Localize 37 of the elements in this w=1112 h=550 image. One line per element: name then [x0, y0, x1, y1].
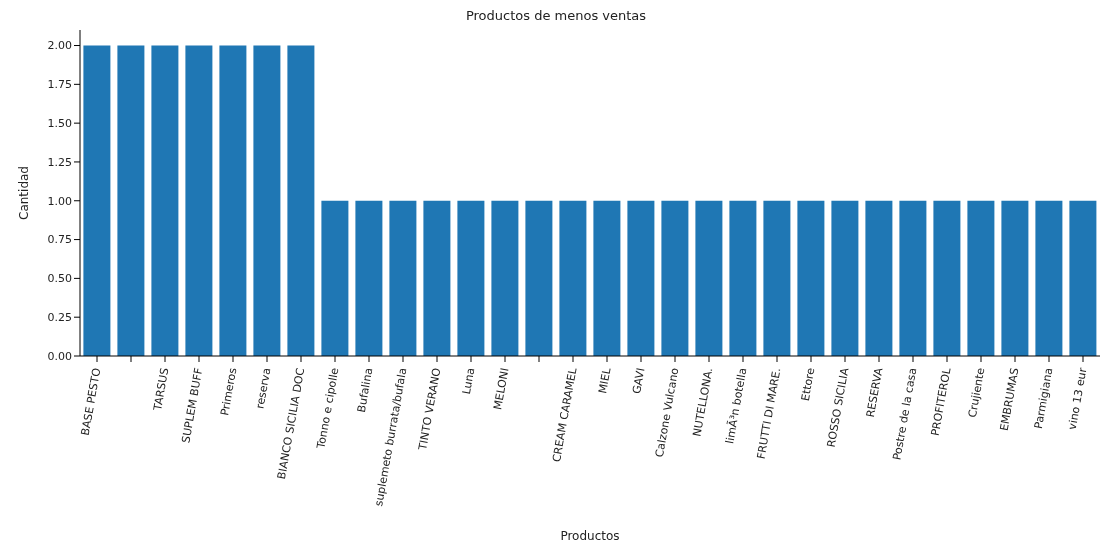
x-tick-label: Crujiente [965, 366, 988, 419]
y-tick-label: 0.75 [47, 233, 72, 247]
x-tick-label: Luna [459, 366, 478, 396]
x-axis-title: Productos [560, 529, 620, 543]
x-tick-label: EMBRUMAS [997, 366, 1022, 432]
y-tick-label: 1.25 [47, 155, 72, 169]
x-tick-label: Postre de la casa [890, 366, 920, 462]
x-tick-label: RESERVA [863, 366, 886, 419]
x-tick-label: ROSSO SICILIA [824, 366, 852, 449]
y-axis-title: Cantidad [17, 166, 32, 220]
x-tick-label: MIEL [596, 366, 614, 395]
y-tick-label: 2.00 [47, 39, 72, 53]
x-tick-label: TARSUS [150, 366, 172, 413]
x-tick-label: Parmigiana [1031, 366, 1056, 430]
y-tick-label: 0.50 [47, 272, 72, 286]
y-tick-label: 1.50 [47, 117, 72, 131]
y-tick-label: 1.75 [47, 78, 72, 92]
x-tick-label: vino 13 eur [1065, 366, 1090, 431]
x-tick-label: BASE PESTO [78, 366, 104, 437]
x-tick-label: SUPLEM BUFF [179, 366, 206, 444]
y-tick-label: 0.25 [47, 311, 72, 325]
x-tick-label: Calzone Vulcano [652, 366, 682, 459]
chart-title: Productos de menos ventas [464, 8, 648, 25]
x-tick-label: FRUTTI DI MARE. [754, 366, 784, 461]
x-tick-label: limÃ³n botella [723, 366, 750, 445]
x-tick-label: reserva [253, 366, 274, 410]
x-tick-label: BIANCO SICILIA DOC [275, 366, 308, 481]
x-tick-label: MELONI [491, 366, 512, 411]
x-tick-label: Tonno e cipolle [314, 366, 342, 451]
x-tick-label: TINTO VERANO [415, 366, 444, 453]
x-tick-label: CREAM CARAMEL [550, 366, 580, 463]
x-tick-label: Ettore [798, 366, 818, 402]
x-tick-label: GAVI [630, 366, 648, 395]
y-tick-label: 1.00 [47, 194, 72, 208]
y-tick-label: 0.00 [47, 349, 72, 363]
x-tick-label: Bufalina [354, 366, 376, 414]
x-tick-label: Primeros [218, 366, 240, 417]
